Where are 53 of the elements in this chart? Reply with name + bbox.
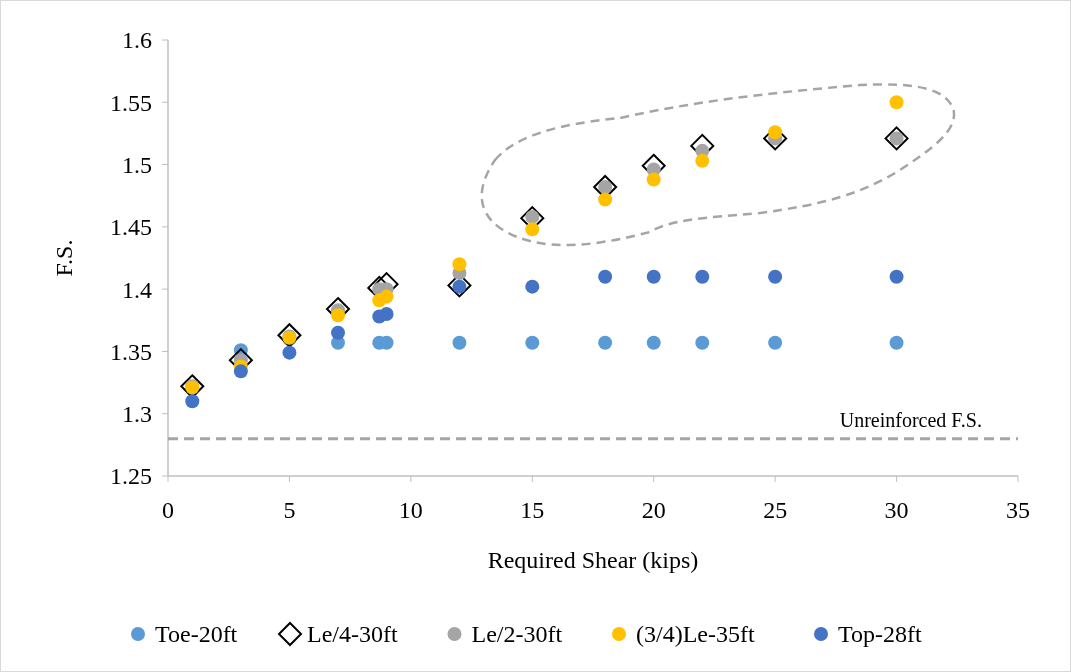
- x-tick-label: 30: [884, 497, 909, 523]
- point: [695, 335, 710, 350]
- point: [379, 307, 394, 322]
- point: [525, 222, 540, 237]
- x-tick-label: 5: [283, 497, 296, 523]
- point: [598, 192, 613, 207]
- point: [331, 308, 345, 323]
- point: [646, 335, 661, 350]
- x-tick-label: 25: [763, 497, 788, 523]
- x-tick-label: 20: [641, 497, 666, 523]
- y-tick-label: 1.55: [110, 89, 152, 116]
- legend-label: Le/2-30ft: [471, 621, 563, 648]
- y-tick-label: 1.4: [122, 276, 152, 303]
- ref-line-label: Unreinforced F.S.: [839, 408, 982, 431]
- point: [598, 335, 613, 350]
- y-tick-label: 1.45: [110, 214, 152, 241]
- x-axis-title: Required Shear (kips): [487, 547, 699, 573]
- point: [889, 95, 904, 110]
- legend-label: Toe-20ft: [155, 621, 238, 648]
- point: [768, 269, 783, 284]
- point: [525, 279, 540, 294]
- legend-label: (3/4)Le-35ft: [636, 621, 755, 648]
- point: [768, 125, 783, 140]
- y-tick-label: 1.6: [122, 27, 152, 54]
- x-tick-label: 15: [520, 497, 545, 523]
- point: [277, 323, 302, 348]
- point: [233, 364, 248, 379]
- point: [598, 269, 613, 284]
- y-tick-label: 1.35: [110, 338, 152, 365]
- point: [889, 269, 904, 284]
- point: [282, 345, 297, 360]
- y-tick-label: 1.25: [110, 463, 152, 490]
- point: [331, 325, 345, 340]
- point: [185, 394, 200, 409]
- point: [646, 172, 661, 187]
- point: [889, 335, 904, 350]
- x-tick-label: 0: [162, 497, 174, 523]
- legend-label: Top-28ft: [838, 621, 922, 648]
- point: [695, 269, 710, 284]
- y-tick-label: 1.5: [122, 151, 152, 178]
- point: [646, 269, 661, 284]
- point: [768, 335, 783, 350]
- point: [525, 335, 540, 350]
- point: [695, 153, 710, 168]
- point: [452, 335, 467, 350]
- legend-label: Le/4-30ft: [307, 621, 398, 648]
- y-axis-title: F.S.: [51, 239, 77, 277]
- x-tick-label: 35: [1006, 497, 1030, 523]
- point: [884, 126, 909, 151]
- y-tick-label: 1.3: [122, 401, 152, 428]
- point: [452, 257, 467, 272]
- point: [379, 289, 394, 304]
- x-tick-label: 10: [398, 497, 423, 523]
